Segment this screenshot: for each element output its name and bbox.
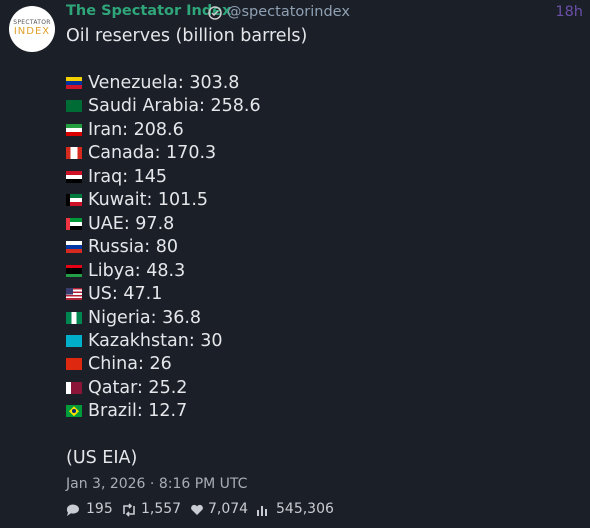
flag-icon: [66, 77, 82, 89]
reserve-row: US: 47.1: [88, 284, 163, 305]
reserve-row: Kuwait: 101.5: [88, 190, 209, 211]
flag-icon: [66, 358, 82, 371]
tweet-date[interactable]: Jan 3, 2026 · 8:16 PM UTC: [66, 476, 248, 492]
author-handle[interactable]: @spectatorindex: [227, 4, 350, 20]
views-icon: [257, 506, 267, 516]
reserve-row: Brazil: 12.7: [88, 401, 188, 422]
flag-icon: [66, 123, 82, 136]
avatar[interactable]: SPECTATOR INDEX: [9, 6, 55, 52]
flag-icon: [66, 217, 82, 230]
flag-icon: [66, 100, 82, 113]
timestamp[interactable]: 18h: [555, 4, 583, 20]
reply-icon[interactable]: [65, 503, 81, 517]
flag-icon: [66, 147, 82, 160]
reserve-row: China: 26: [88, 354, 172, 375]
reserve-row: UAE: 97.8: [88, 213, 175, 234]
flag-detail: [72, 409, 76, 414]
tweet-source: (US EIA): [66, 448, 138, 468]
flag-icon: [66, 311, 82, 324]
like-count: 7,074: [208, 501, 249, 517]
retweet-count: 1,557: [141, 501, 182, 517]
reply-count: 195: [86, 501, 113, 517]
flag-icon: [66, 170, 82, 183]
flag-icon: [66, 334, 82, 347]
reserve-row: Iraq: 145: [88, 166, 168, 187]
flag-icon: [66, 241, 82, 254]
flag-icon: [66, 194, 82, 207]
reserve-row: Kazakhstan: 30: [88, 330, 223, 351]
reserve-row: Nigeria: 36.8: [88, 307, 202, 328]
flag-icon: [66, 405, 82, 418]
flag-icon: [66, 381, 82, 394]
flag-icon: [66, 264, 82, 277]
reserve-row: Qatar: 25.2: [88, 377, 188, 398]
avatar-text: INDEX: [13, 26, 51, 37]
retweet-icon[interactable]: [121, 503, 137, 517]
flag-detail: [69, 406, 79, 417]
tweet-title: Oil reserves (billion barrels): [66, 26, 308, 46]
view-count: 545,306: [276, 501, 334, 517]
reserve-row: Venezuela: 303.8: [88, 73, 240, 93]
reserve-row: Libya: 48.3: [88, 260, 186, 281]
author-name[interactable]: The Spectator Index: [66, 3, 232, 19]
like-icon[interactable]: [190, 504, 204, 516]
reserve-row: Iran: 208.6: [88, 119, 184, 140]
verified-badge: [208, 6, 222, 20]
reserve-row: Russia: 80: [88, 237, 179, 258]
reserve-row: Saudi Arabia: 258.6: [88, 96, 261, 117]
avatar-text: SPECTATOR: [13, 19, 51, 26]
reserve-row: Canada: 170.3: [88, 143, 217, 164]
flag-icon: [66, 288, 82, 301]
